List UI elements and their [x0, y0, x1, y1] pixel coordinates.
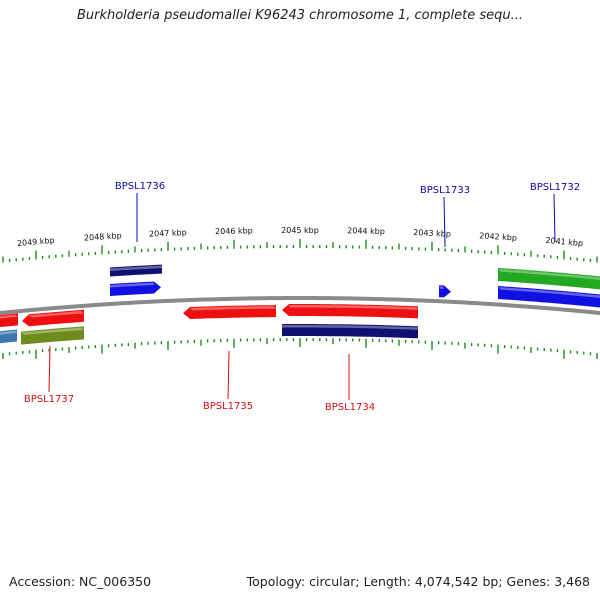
gene-feature-highlight — [21, 327, 84, 335]
accession-text: Accession: NC_006350 — [9, 574, 152, 589]
chromosome-backbone — [0, 296, 600, 316]
scale-tick-label: 2049 kbp — [17, 236, 55, 248]
scale-ticks-inner — [2, 338, 598, 359]
gene-label[interactable]: BPSL1737 — [24, 394, 74, 405]
gene-label-leader — [227, 350, 230, 400]
gene-label[interactable]: BPSL1733 — [420, 185, 470, 196]
map-title: Burkholderia pseudomallei K96243 chromos… — [76, 8, 524, 23]
gene-feature-highlight — [498, 287, 600, 299]
gene-label-leader — [443, 196, 446, 248]
gene-feature-bpsl1734[interactable] — [282, 304, 418, 319]
scale-tick-label: 2048 kbp — [84, 231, 122, 242]
gene-feature-highlight — [289, 305, 418, 310]
gene-feature-highlight — [282, 325, 418, 330]
gene-feature-bpsl1735[interactable] — [183, 305, 276, 319]
scale-tick-labels: 2049 kbp 2048 kbp 2047 kbp 2046 kbp 2045 kbp… — [17, 226, 584, 248]
scale-tick-label: 2047 kbp — [149, 228, 187, 239]
gene-feature-highlight — [0, 330, 17, 335]
gene-label[interactable]: BPSL1732 — [530, 182, 580, 193]
gene-feature-bpsl1737[interactable] — [22, 309, 84, 327]
gene-feature-bpsl1733[interactable] — [439, 285, 451, 298]
gene-feature-highlight — [498, 269, 600, 280]
gene-feature-left-edge[interactable] — [0, 313, 18, 328]
gene-feature-highlight — [439, 286, 444, 289]
gene-label-leader — [48, 345, 51, 393]
gene-label-leader — [553, 193, 556, 243]
scale-tick-label: 2041 kbp — [545, 236, 583, 248]
gene-label[interactable]: BPSL1734 — [325, 402, 375, 413]
gene-feature-highlight — [110, 265, 162, 271]
gene-feature-bpsl1734-block[interactable] — [282, 324, 418, 339]
gene-feature-highlight — [110, 282, 154, 288]
gene-feature-highlight — [0, 314, 18, 319]
gene-feature-bpsl1732[interactable] — [498, 286, 600, 308]
gene-label[interactable]: BPSL1735 — [203, 401, 253, 412]
scale-tick-label: 2042 kbp — [479, 231, 517, 242]
scale-tick-label: 2045 kbp — [281, 226, 319, 235]
gene-feature-bpsl1736-block[interactable] — [110, 264, 162, 277]
gene-feature-bpsl1732-block[interactable] — [498, 268, 600, 290]
gene-feature-highlight — [29, 311, 84, 318]
scale-tick-label: 2046 kbp — [215, 226, 253, 236]
gene-label-leaders — [48, 193, 556, 400]
gene-label[interactable]: BPSL1736 — [115, 181, 165, 192]
gene-feature-left-edge-block[interactable] — [0, 329, 17, 344]
gene-feature-bpsl1737-block[interactable] — [21, 326, 84, 345]
gene-features[interactable] — [0, 264, 600, 345]
genome-summary-text: Topology: circular; Length: 4,074,542 bp… — [246, 574, 590, 589]
gene-feature-bpsl1736[interactable] — [110, 281, 161, 297]
scale-tick-label: 2043 kbp — [413, 228, 451, 239]
scale-ticks-outer — [2, 239, 598, 263]
gene-labels[interactable]: BPSL1736 BPSL1733 BPSL1732 BPSL1737 BPSL1735… — [24, 181, 580, 413]
gene-feature-highlight — [190, 306, 276, 311]
scale-tick-label: 2044 kbp — [347, 226, 385, 236]
